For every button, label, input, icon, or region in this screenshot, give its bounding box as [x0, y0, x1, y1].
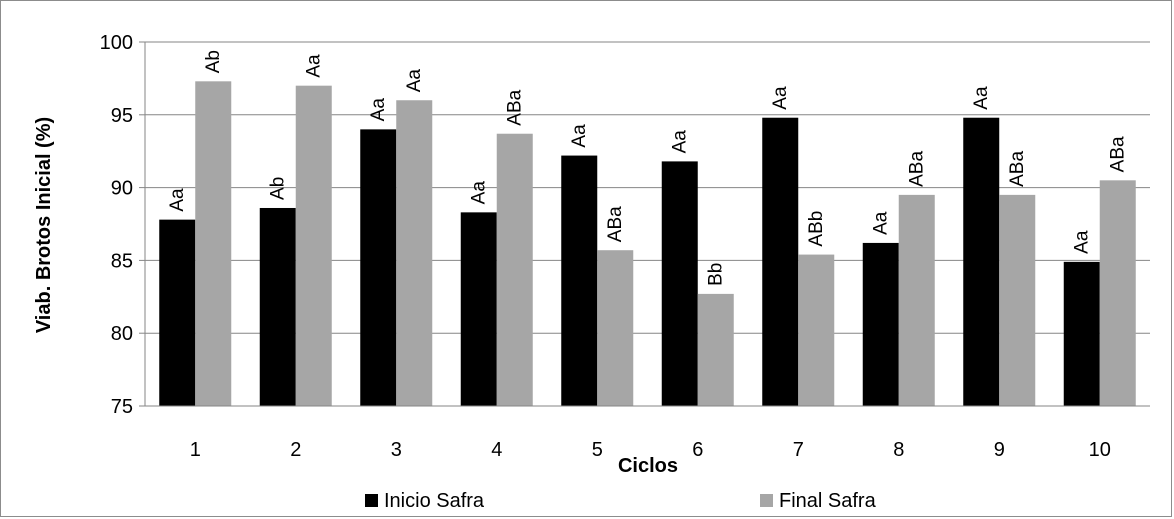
- legend-label: Final Safra: [779, 490, 877, 512]
- bar-final-3: [396, 100, 433, 407]
- x-tick-label: 8: [893, 439, 904, 461]
- x-tick-label: 9: [994, 439, 1005, 461]
- data-label: Ab: [203, 50, 224, 73]
- data-label: Aa: [569, 124, 590, 148]
- data-labels: Aa Ab Ab Aa Aa Aa Aa ABa Aa ABa Aa Bb Aa ABb Aa ABa Aa AB…: [167, 50, 1129, 286]
- bar-inicio-5: [561, 155, 598, 406]
- x-axis-title: Ciclos: [618, 455, 678, 477]
- x-tick-label: 10: [1089, 439, 1111, 461]
- bar-inicio-6: [661, 161, 698, 406]
- data-label: Aa: [304, 54, 325, 78]
- x-tick-label: 3: [391, 439, 402, 461]
- bar-final-4: [496, 133, 533, 406]
- data-label: Aa: [1072, 230, 1093, 254]
- y-tick-label: 75: [111, 396, 133, 418]
- x-tick-label: 6: [692, 439, 703, 461]
- bar-inicio-4: [460, 212, 497, 406]
- y-tick-label: 85: [111, 250, 133, 272]
- bar-inicio-9: [963, 117, 1000, 406]
- legend-label: Inicio Safra: [384, 490, 485, 512]
- data-label: ABa: [1007, 151, 1028, 187]
- bar-inicio-10: [1063, 261, 1100, 406]
- legend-swatch: [760, 494, 773, 507]
- y-tick-label: 100: [100, 32, 133, 54]
- x-tick-label: 4: [491, 439, 502, 461]
- bar-inicio-2: [259, 207, 296, 406]
- bar-inicio-8: [862, 242, 899, 406]
- x-tick-label: 5: [592, 439, 603, 461]
- x-tick-label: 2: [290, 439, 301, 461]
- bar-final-8: [898, 194, 935, 406]
- data-label: Aa: [469, 181, 490, 205]
- y-axis-title: Viab. Brotos Inicial (%): [33, 117, 55, 333]
- data-label: ABa: [1108, 136, 1129, 172]
- data-label: Bb: [706, 263, 727, 286]
- data-label: ABa: [907, 151, 928, 187]
- bar-final-9: [999, 194, 1036, 406]
- data-label: Aa: [167, 188, 188, 212]
- bar-inicio-7: [762, 117, 799, 406]
- bar-inicio-3: [360, 129, 397, 407]
- x-tick-label: 7: [793, 439, 804, 461]
- x-tick-labels: 1 2 3 4 5 6 7 8 9 10: [190, 439, 1111, 461]
- y-tick-label: 90: [111, 178, 133, 200]
- data-label: Aa: [404, 69, 425, 93]
- y-tick-labels: 75 80 85 90 95 100: [100, 32, 133, 418]
- bar-final-1: [195, 81, 232, 406]
- data-label: Ab: [268, 177, 289, 200]
- legend: Inicio Safra Final Safra: [365, 490, 877, 512]
- bar-final-2: [295, 85, 332, 407]
- bar-inicio-1: [159, 219, 196, 406]
- data-label: Aa: [770, 86, 791, 110]
- data-label: Aa: [670, 130, 691, 154]
- bar-final-5: [597, 250, 634, 406]
- legend-swatch: [365, 494, 378, 507]
- x-tick-label: 1: [190, 439, 201, 461]
- data-label: ABb: [806, 211, 827, 247]
- data-label: Aa: [871, 211, 892, 235]
- bar-final-6: [697, 293, 734, 406]
- data-label: ABa: [505, 89, 526, 125]
- data-label: Aa: [971, 86, 992, 110]
- y-tick-label: 95: [111, 105, 133, 127]
- data-label: ABa: [605, 206, 626, 242]
- bars: [159, 81, 1136, 407]
- data-label: Aa: [368, 98, 389, 122]
- y-tick-label: 80: [111, 323, 133, 345]
- axes: [139, 41, 1150, 407]
- bar-final-10: [1099, 180, 1136, 406]
- bar-final-7: [798, 254, 835, 406]
